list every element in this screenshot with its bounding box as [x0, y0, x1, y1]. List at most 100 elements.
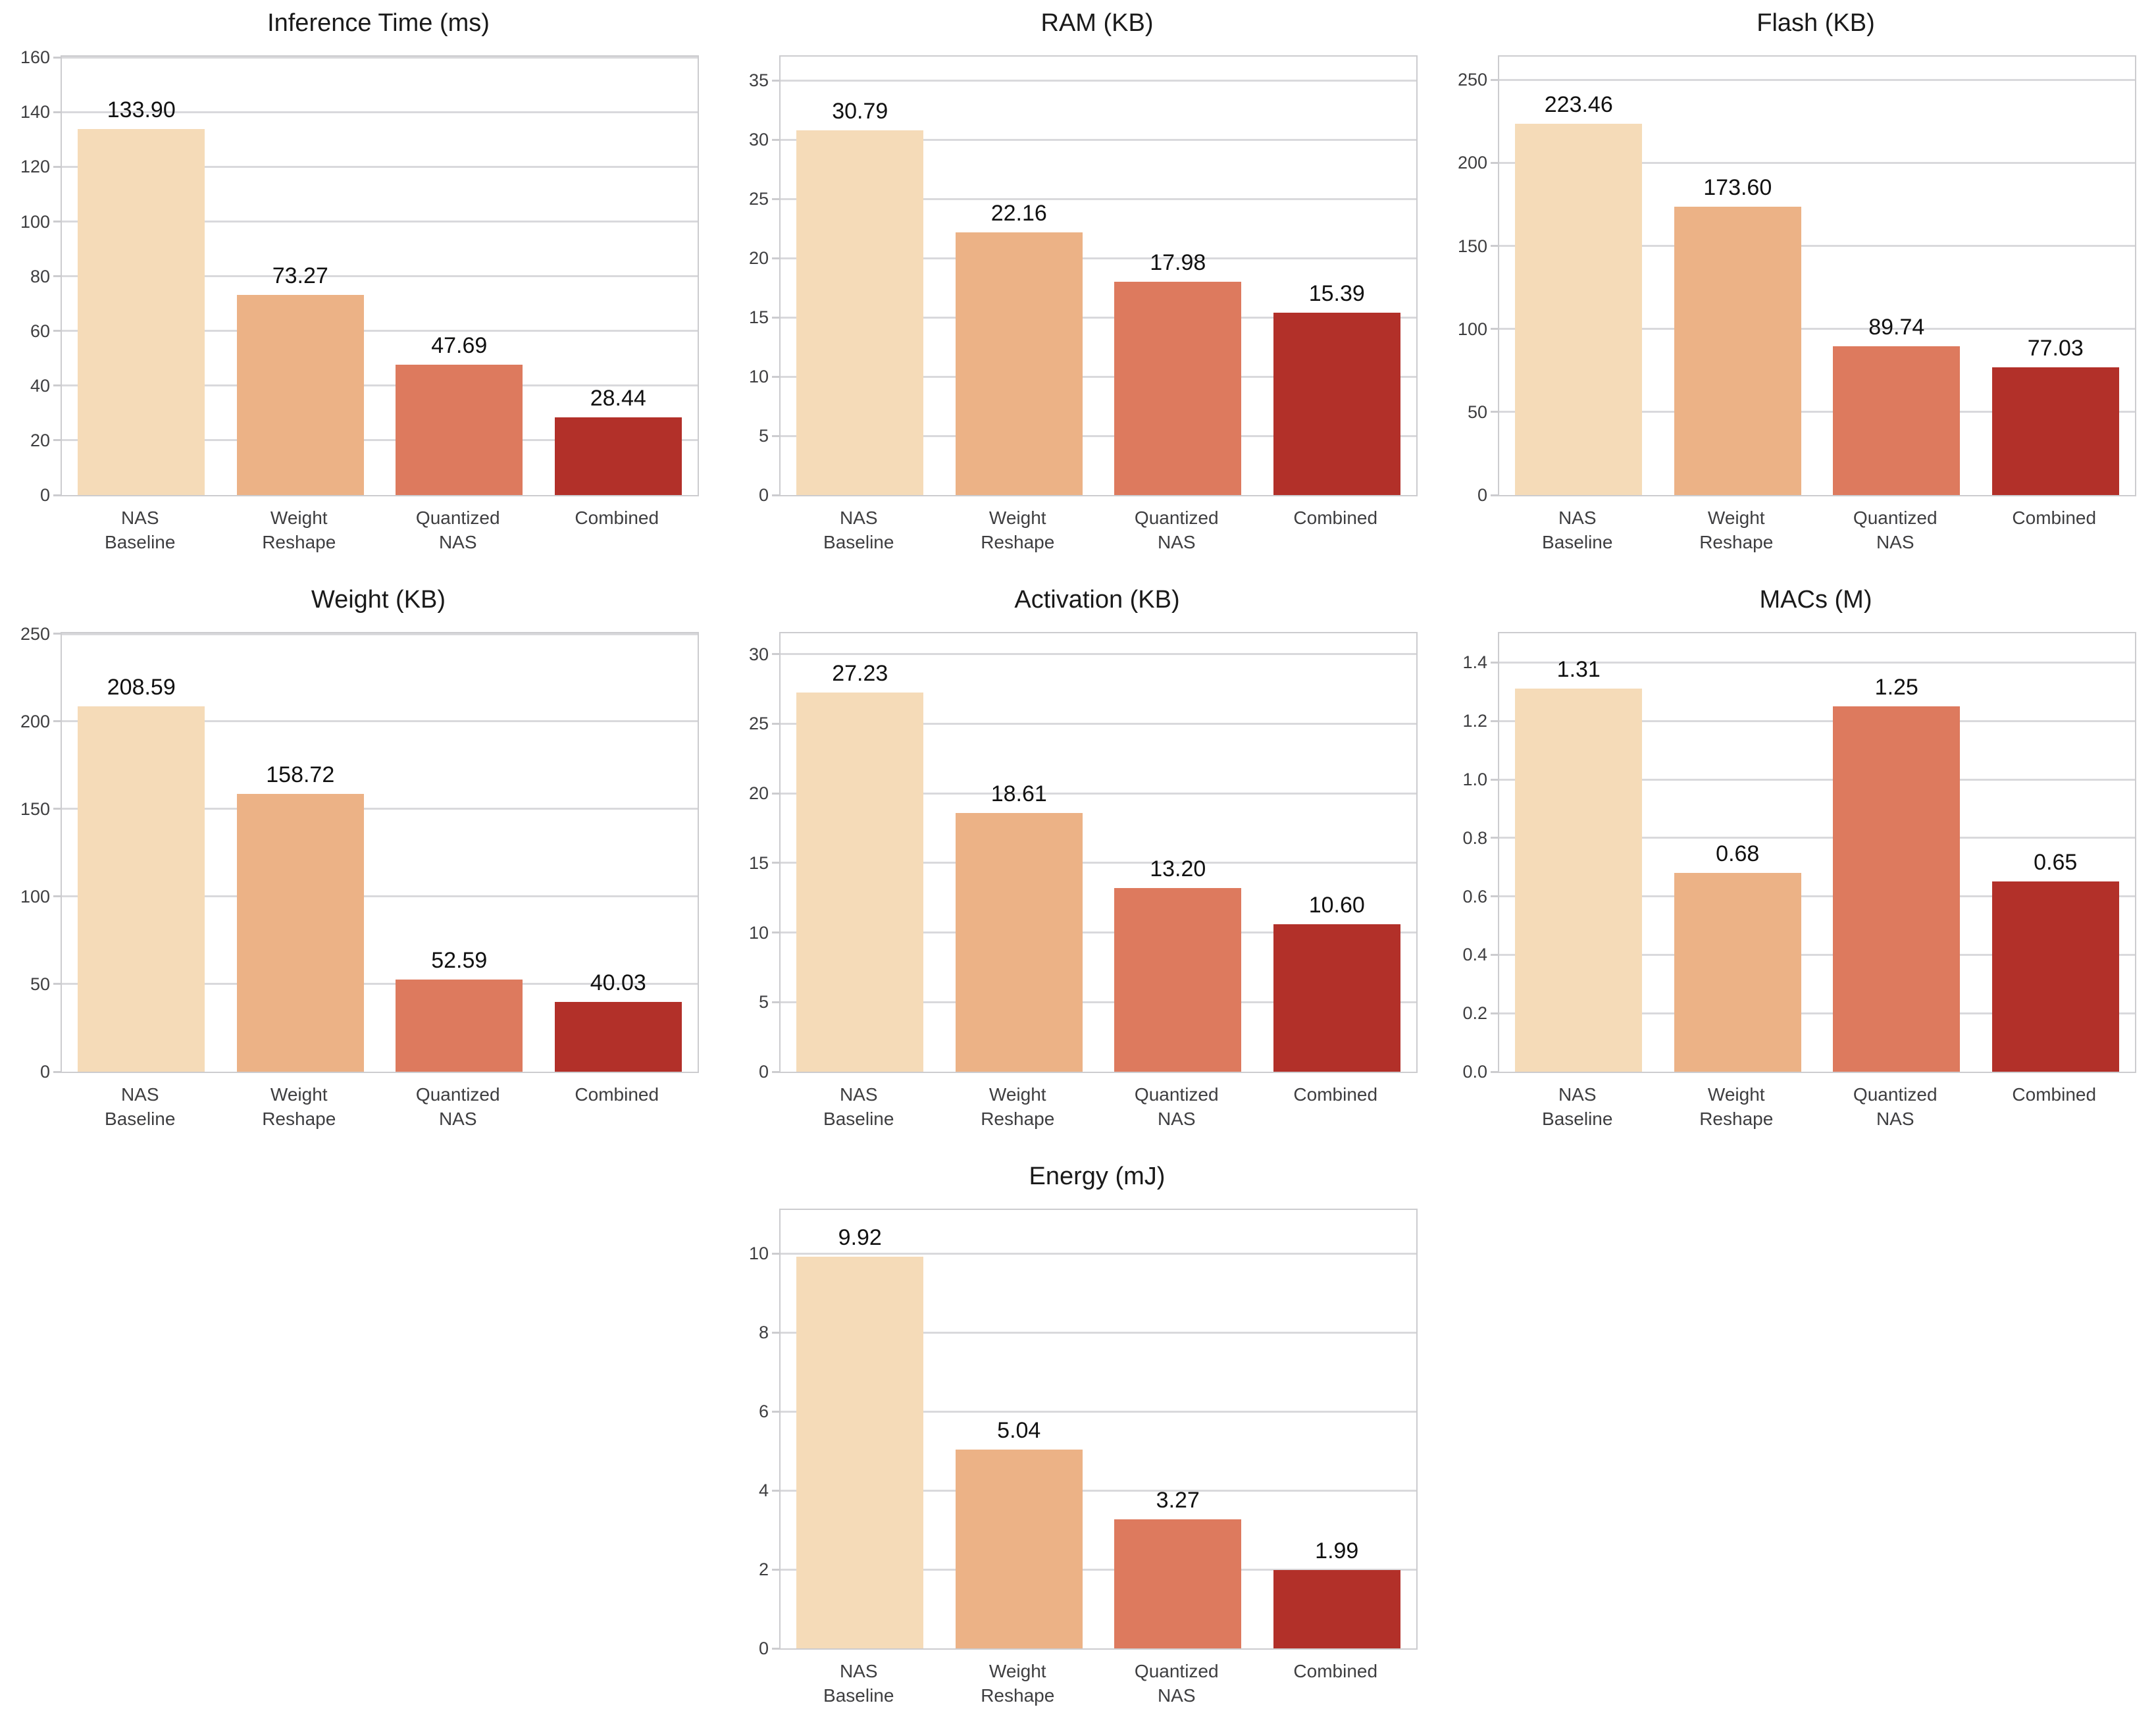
y-tick-mark-20	[772, 792, 779, 795]
y-tick-label-25: 25	[748, 189, 769, 209]
gridline-y-10	[781, 931, 1416, 934]
x-tick-label-line: NAS	[1157, 1685, 1196, 1706]
x-tick-label-combined: Combined	[538, 1082, 697, 1107]
y-tick-mark-8	[772, 1331, 779, 1334]
gridline-y-20	[62, 439, 698, 442]
y-tick-label-25: 25	[748, 714, 769, 734]
x-tick-label-line: NAS	[438, 532, 477, 552]
value-label-nas-baseline: 27.23	[832, 661, 888, 687]
y-tick-mark-160	[53, 56, 61, 59]
bar-weight-reshape	[955, 812, 1083, 1072]
y-tick-label-60: 60	[30, 321, 50, 341]
bar-nas-baseline	[796, 130, 924, 495]
x-tick-label-nas-baseline: NAS Baseline	[1498, 1082, 1657, 1131]
x-tick-label-line: NAS	[120, 1084, 159, 1105]
y-tick-mark-0	[772, 494, 779, 496]
y-tick-mark-0.0	[1491, 1070, 1498, 1073]
y-tick-label-150: 150	[1457, 236, 1487, 256]
y-tick-mark-100	[53, 221, 61, 223]
x-tick-label-line: Quantized	[1134, 508, 1219, 528]
chart-title-activation: Activation (KB)	[1014, 586, 1180, 614]
gridline-y-15	[781, 862, 1416, 864]
y-tick-mark-6	[772, 1410, 779, 1413]
x-tick-label-line: Weight	[270, 508, 328, 528]
subplot-ram: RAM (KB) 30.79 22.16 17.98 15.39 0 5 10 15 20 25 30…	[719, 0, 1437, 577]
value-label-weight-reshape: 18.61	[990, 781, 1047, 806]
y-tick-mark-25	[772, 197, 779, 200]
x-tick-label-line: Combined	[1293, 1661, 1378, 1681]
y-tick-mark-50	[53, 983, 61, 985]
value-label-combined: 10.60	[1308, 892, 1365, 918]
y-tick-mark-0.4	[1491, 953, 1498, 956]
y-tick-label-1.4: 1.4	[1462, 652, 1487, 673]
gridline-y-25	[781, 197, 1416, 200]
bar-quantized-nas	[396, 364, 523, 495]
value-label-nas-baseline: 30.79	[832, 98, 888, 124]
gridline-y-120	[62, 165, 698, 168]
y-tick-label-35: 35	[748, 70, 769, 90]
y-tick-mark-50	[1491, 411, 1498, 413]
gridline-y-20	[781, 257, 1416, 259]
value-label-nas-baseline: 208.59	[107, 674, 176, 700]
value-label-nas-baseline: 9.92	[838, 1224, 882, 1250]
y-tick-mark-10	[772, 375, 779, 378]
subplot-inference-time: Inference Time (ms) 133.90 73.27 47.69 28.44…	[0, 0, 719, 577]
y-tick-label-0.2: 0.2	[1462, 1003, 1487, 1024]
gridline-y-15	[781, 316, 1416, 319]
gridline-y-50	[1499, 411, 2135, 413]
x-tick-label-line: Reshape	[981, 1109, 1055, 1129]
y-tick-label-15: 15	[748, 852, 769, 873]
value-label-weight-reshape: 5.04	[997, 1417, 1041, 1443]
x-tick-label-line: Reshape	[1699, 532, 1774, 552]
y-tick-mark-2	[772, 1568, 779, 1571]
y-tick-label-4: 4	[758, 1481, 769, 1500]
y-tick-mark-0	[772, 1070, 779, 1073]
y-tick-label-80: 80	[30, 266, 50, 286]
gridline-y-160	[62, 57, 698, 59]
gridline-y-8	[781, 1331, 1416, 1334]
gridline-y-0.6	[1499, 895, 2135, 898]
y-tick-mark-200	[53, 720, 61, 723]
y-tick-label-20: 20	[748, 248, 769, 268]
gridline-y-140	[62, 111, 698, 113]
y-tick-mark-40	[53, 384, 61, 387]
x-tick-label-combined: Combined	[1975, 506, 2134, 530]
x-tick-label-quantized-nas: Quantized NAS	[1816, 506, 1975, 554]
y-tick-label-40: 40	[30, 375, 50, 396]
x-tick-label-combined: Combined	[538, 506, 697, 530]
value-label-combined: 15.39	[1308, 280, 1365, 306]
bar-combined	[1273, 1569, 1400, 1648]
gridline-y-25	[781, 722, 1416, 725]
gridline-y-80	[62, 275, 698, 278]
chart-title-energy: Energy (mJ)	[1029, 1163, 1166, 1190]
value-label-quantized-nas: 1.25	[1874, 675, 1918, 700]
value-label-combined: 0.65	[2034, 850, 2078, 876]
y-tick-mark-0.6	[1491, 895, 1498, 898]
x-tick-label-nas-baseline: NAS Baseline	[779, 1082, 938, 1131]
gridline-y-250	[1499, 78, 2135, 81]
gridline-y-100	[62, 221, 698, 223]
y-tick-label-50: 50	[30, 974, 50, 994]
x-tick-label-line: Reshape	[981, 1685, 1055, 1706]
gridline-y-4	[781, 1489, 1416, 1492]
bar-quantized-nas	[396, 980, 523, 1072]
x-tick-label-weight-reshape: Weight Reshape	[220, 506, 379, 554]
y-tick-label-10: 10	[748, 1244, 769, 1263]
y-tick-mark-60	[53, 330, 61, 332]
y-tick-label-20: 20	[30, 430, 50, 450]
value-label-weight-reshape: 173.60	[1703, 175, 1772, 201]
gridline-y-5	[781, 434, 1416, 437]
bar-quantized-nas	[1833, 706, 1961, 1072]
y-tick-label-6: 6	[758, 1402, 769, 1421]
x-tick-label-line: Combined	[575, 508, 659, 528]
plot-area-energy: 9.92 5.04 3.27 1.99	[779, 1209, 1418, 1650]
x-tick-label-line: Baseline	[823, 1109, 894, 1129]
bar-weight-reshape	[1674, 207, 1801, 495]
y-tick-mark-20	[772, 257, 779, 259]
gridline-y-35	[781, 79, 1416, 82]
x-tick-label-weight-reshape: Weight Reshape	[938, 1659, 1098, 1708]
gridline-y-30	[781, 653, 1416, 656]
value-label-quantized-nas: 17.98	[1150, 250, 1206, 276]
value-label-quantized-nas: 89.74	[1868, 314, 1925, 340]
